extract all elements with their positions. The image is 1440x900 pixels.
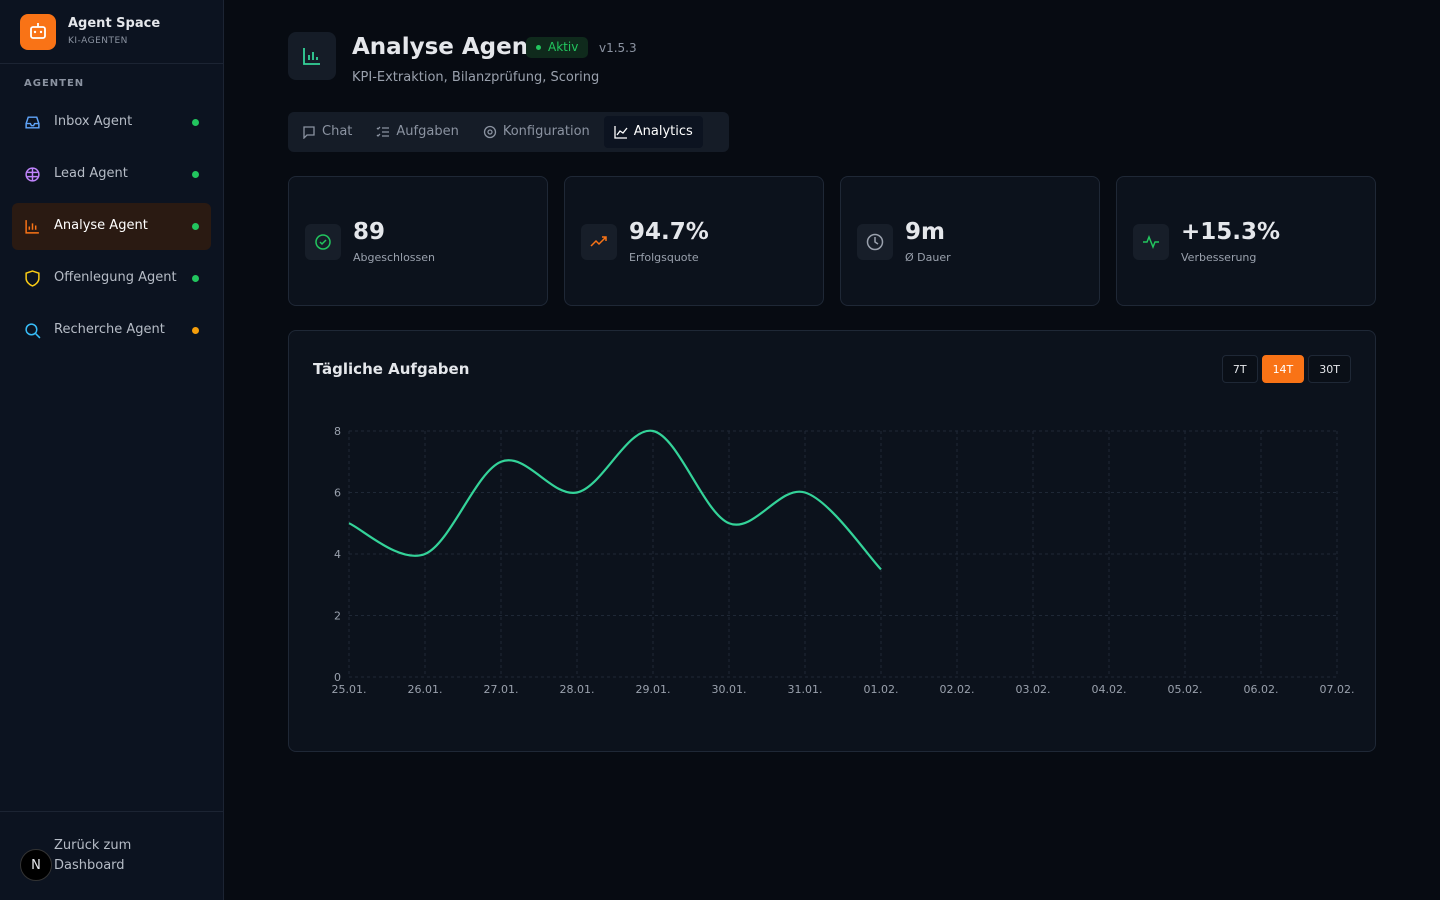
tab-bar: Chat Aufgaben Konfiguration Analytics <box>288 112 729 152</box>
logo <box>20 14 56 50</box>
x-tick-label: 31.01. <box>788 683 823 696</box>
data-line <box>348 429 882 571</box>
agent-name: Offenlegung Agent <box>54 270 177 285</box>
x-tick-label: 02.02. <box>940 683 975 696</box>
x-tick-label: 06.02. <box>1244 683 1279 696</box>
y-tick-label: 2 <box>334 610 341 623</box>
brand-subtitle: KI-AGENTEN <box>68 36 128 46</box>
stat-label: Verbesserung <box>1181 251 1257 264</box>
agent-icon <box>288 32 336 80</box>
status-dot <box>192 171 199 178</box>
tab[interactable]: Aufgaben <box>366 116 468 148</box>
stat-value: 89 <box>353 219 386 245</box>
range-button[interactable]: 14T <box>1261 355 1305 383</box>
status-dot <box>192 327 199 334</box>
stat-card: 9m Ø Dauer <box>840 176 1100 306</box>
brand: Agent Space <box>68 16 161 31</box>
chart: 0 2 4 6 8 25.01. 26.01. 27.01. 28.01. 29.01. 30.01… <box>332 425 1355 696</box>
stat-label: Ø Dauer <box>905 251 951 264</box>
x-tick-label: 29.01. <box>636 683 671 696</box>
description: KPI-Extraktion, Bilanzprüfung, Scoring <box>352 70 600 85</box>
status-dot <box>192 223 199 230</box>
section-label: AGENTEN <box>24 78 85 89</box>
y-tick-label: 0 <box>334 671 341 684</box>
x-tick-label: 03.02. <box>1016 683 1051 696</box>
agent-name: Analyse Agent <box>54 218 148 233</box>
sidebar: Agent Space KI-AGENTEN AGENTEN Inbox Age… <box>0 0 224 900</box>
stat-icon <box>857 224 893 260</box>
avatar: N <box>20 849 52 881</box>
stat-icon <box>581 224 617 260</box>
x-tick-label: 01.02. <box>864 683 899 696</box>
chart-title: Tägliche Aufgaben <box>313 360 470 378</box>
x-tick-label: 27.01. <box>484 683 519 696</box>
range-button[interactable]: 7T <box>1221 355 1258 383</box>
chart-card: 0 2 4 6 8 25.01. 26.01. 27.01. 28.01. 29.01. 30.01… <box>288 330 1376 752</box>
stat-value: 94.7% <box>629 219 709 245</box>
x-tick-label: 07.02. <box>1320 683 1355 696</box>
x-tick-label: 26.01. <box>408 683 443 696</box>
status-dot <box>192 119 199 126</box>
agent-item[interactable]: Inbox Agent <box>12 99 211 146</box>
agent-item[interactable]: Offenlegung Agent <box>12 255 211 302</box>
agent-name: Lead Agent <box>54 166 128 181</box>
stat-card: 89 Abgeschlossen <box>288 176 548 306</box>
stat-card: 94.7% Erfolgsquote <box>564 176 824 306</box>
x-tick-label: 04.02. <box>1092 683 1127 696</box>
x-tick-label: 28.01. <box>560 683 595 696</box>
status-dot <box>192 275 199 282</box>
tab[interactable]: Analytics <box>603 116 703 148</box>
stat-icon <box>1133 224 1169 260</box>
stat-icon <box>305 224 341 260</box>
y-tick-label: 4 <box>334 548 341 561</box>
stat-card: +15.3% Verbesserung <box>1116 176 1376 306</box>
agent-name: Recherche Agent <box>54 322 165 337</box>
x-tick-label: 25.01. <box>332 683 367 696</box>
stat-value: +15.3% <box>1181 219 1281 245</box>
status-badge: Aktiv <box>526 37 589 58</box>
tab[interactable]: Konfiguration <box>473 116 600 148</box>
agent-name: Inbox Agent <box>54 114 133 129</box>
agent-item[interactable]: Analyse Agent <box>12 203 211 250</box>
x-tick-label: 05.02. <box>1168 683 1203 696</box>
y-tick-label: 6 <box>334 487 341 500</box>
x-tick-label: 30.01. <box>712 683 747 696</box>
agent-item[interactable]: Recherche Agent <box>12 307 211 354</box>
stat-value: 9m <box>905 219 945 245</box>
y-tick-label: 8 <box>334 425 341 438</box>
back-link[interactable]: Zurück zum Dashboard <box>54 838 132 873</box>
page-title: Analyse Agent <box>352 34 540 60</box>
tab[interactable]: Chat <box>292 116 362 148</box>
range-button[interactable]: 30T <box>1308 355 1351 383</box>
stat-label: Abgeschlossen <box>353 251 435 264</box>
stat-label: Erfolgsquote <box>629 251 699 264</box>
version: v1.5.3 <box>599 41 637 55</box>
agent-item[interactable]: Lead Agent <box>12 151 211 198</box>
